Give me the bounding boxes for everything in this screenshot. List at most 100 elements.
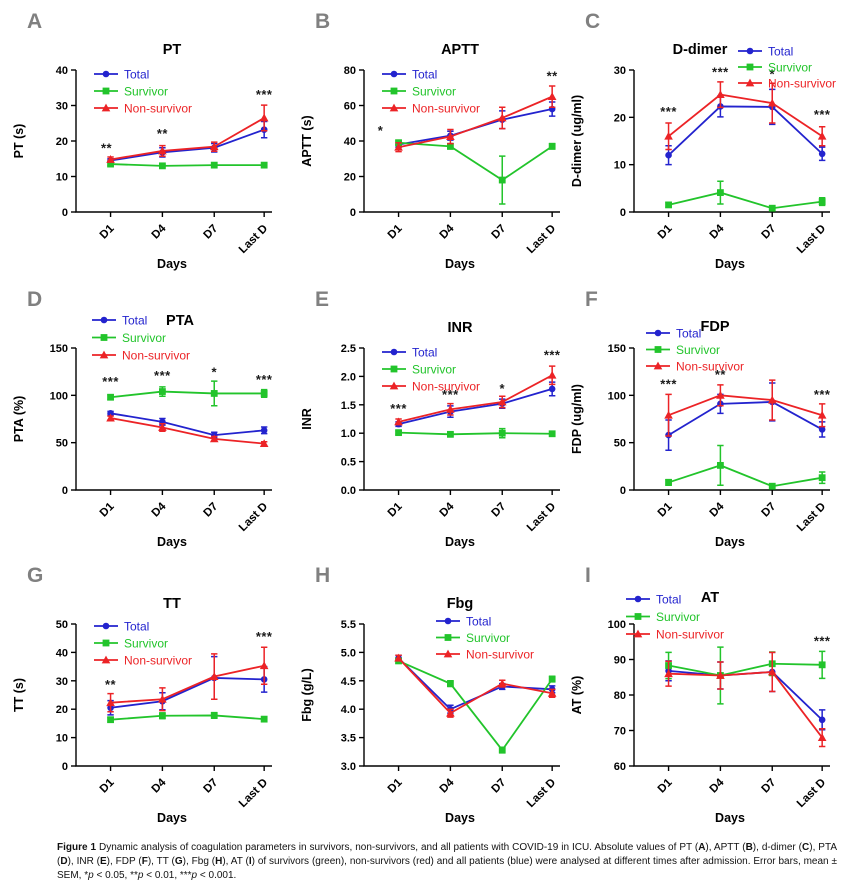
legend-triangle-marker	[389, 381, 399, 390]
series-total	[107, 410, 268, 439]
triangle-marker	[209, 434, 219, 443]
legend-item-non-survivor: Non-survivor	[382, 380, 480, 394]
panel-H: H Fbg 3.0 3.5 4.0 4.5 5.0 5.5 D1 D4 D7 Last D Fbg (g…	[290, 558, 577, 834]
legend-square-marker	[390, 365, 398, 373]
legend-label: Non-survivor	[768, 77, 836, 91]
x-tick-label: Last D	[237, 501, 270, 534]
legend-item-non-survivor: Non-survivor	[94, 102, 192, 116]
triangle-marker	[767, 667, 777, 676]
figure-caption: Figure 1 Dynamic analysis of coagulation…	[57, 841, 837, 883]
legend-label: Survivor	[676, 343, 720, 357]
series-non-survivor	[664, 81, 827, 151]
chart-title: INR	[448, 320, 474, 336]
caption-segment: < 0.01, ***	[143, 870, 192, 881]
y-tick-label: 0	[620, 207, 626, 219]
series-non-survivor	[106, 646, 269, 713]
legend: Total Survivor Non-survivor	[626, 593, 724, 642]
series-line	[667, 93, 823, 138]
y-tick-label: 50	[56, 619, 68, 631]
chart-title: D-dimer	[673, 42, 728, 58]
triangle-marker	[664, 131, 673, 140]
series-non-survivor	[106, 413, 269, 448]
triangle-marker	[158, 146, 167, 155]
y-tick-label: 60	[344, 101, 356, 113]
triangle-marker	[817, 131, 827, 140]
legend-label: Survivor	[124, 85, 168, 99]
panel-letter-H: H	[315, 564, 332, 587]
square-marker	[818, 198, 826, 205]
significance-stars: ***	[814, 387, 831, 402]
caption-segment: B	[745, 842, 753, 853]
triangle-marker	[547, 370, 557, 379]
y-tick-label: 5.5	[341, 619, 356, 631]
triangle-marker	[716, 390, 725, 399]
chart-title: TT	[163, 596, 181, 612]
triangle-marker	[547, 688, 557, 697]
triangle-marker	[158, 694, 167, 703]
series-line	[667, 105, 823, 156]
legend-item-non-survivor: Non-survivor	[738, 77, 836, 91]
legend-item-survivor: Survivor	[92, 331, 166, 345]
series-line	[398, 374, 553, 423]
legend-circle-marker	[746, 47, 754, 55]
legend-item-survivor: Survivor	[626, 610, 700, 624]
caption-segment: < 0.05, **	[93, 870, 138, 881]
y-tick-label: 50	[614, 438, 626, 450]
square-marker	[447, 430, 454, 438]
legend-label: Non-survivor	[124, 654, 192, 668]
series-survivor	[665, 646, 826, 705]
series-survivor	[665, 180, 826, 212]
series-line	[110, 128, 265, 162]
significance-stars: ***	[154, 368, 171, 383]
square-marker	[548, 675, 556, 683]
legend-label: Non-survivor	[412, 102, 480, 116]
legend-item-total: Total	[94, 68, 149, 82]
triangle-marker	[716, 671, 725, 679]
chart-title: PTA	[166, 313, 194, 329]
legend-item-total: Total	[92, 314, 147, 328]
significance-stars: *	[769, 67, 775, 82]
x-tick-label: Last D	[795, 501, 828, 534]
legend-item-non-survivor: Non-survivor	[626, 628, 724, 642]
y-tick-label: 150	[608, 343, 626, 355]
circle-marker	[107, 410, 114, 417]
series-non-survivor	[106, 104, 269, 163]
y-axis-label: PT (s)	[12, 124, 26, 159]
legend-item-total: Total	[94, 620, 149, 634]
series-line	[398, 660, 553, 752]
square-marker	[210, 390, 218, 397]
legend-item-total: Total	[382, 346, 437, 360]
series-survivor	[395, 657, 556, 754]
legend-label: Total	[124, 68, 149, 82]
panel-G: G TT 0 10 20 30 40 50 D1 D4 D7 Last D TT (s) Days ** **…	[2, 558, 289, 834]
x-axis-label: Days	[157, 535, 187, 549]
legend-circle-marker	[102, 622, 110, 630]
square-marker	[665, 201, 672, 209]
x-axis-label: Days	[445, 535, 475, 549]
caption-segment: H	[215, 856, 223, 867]
square-marker	[260, 715, 268, 723]
series-line	[668, 394, 823, 417]
triangle-marker	[158, 423, 167, 431]
x-tick-label: D4	[438, 500, 457, 519]
legend-triangle-marker	[653, 361, 663, 370]
y-tick-label: 150	[50, 343, 68, 355]
legend-triangle-marker	[389, 103, 399, 112]
triangle-marker	[497, 113, 507, 122]
triangle-marker	[446, 132, 455, 140]
y-axis-label: Fbg (g/L)	[300, 668, 314, 721]
x-tick-label: Last D	[795, 777, 828, 810]
legend-label: Non-survivor	[656, 628, 724, 642]
legend-label: Survivor	[412, 85, 456, 99]
series-line	[397, 657, 553, 715]
x-tick-label: D4	[150, 500, 169, 519]
y-tick-label: 20	[56, 136, 68, 148]
y-tick-label: 80	[614, 690, 626, 702]
x-tick-label: D7	[489, 223, 508, 242]
triangle-marker	[817, 733, 827, 741]
panel-letter-F: F	[585, 288, 599, 311]
chart-F: FDP 0 50 100 150 D1 D4 D7 Last D FDP (ug/ml) Days *…	[570, 319, 831, 549]
square-marker	[159, 162, 166, 170]
y-axis-label: TT (s)	[12, 678, 26, 712]
caption-segment: E	[100, 856, 107, 867]
